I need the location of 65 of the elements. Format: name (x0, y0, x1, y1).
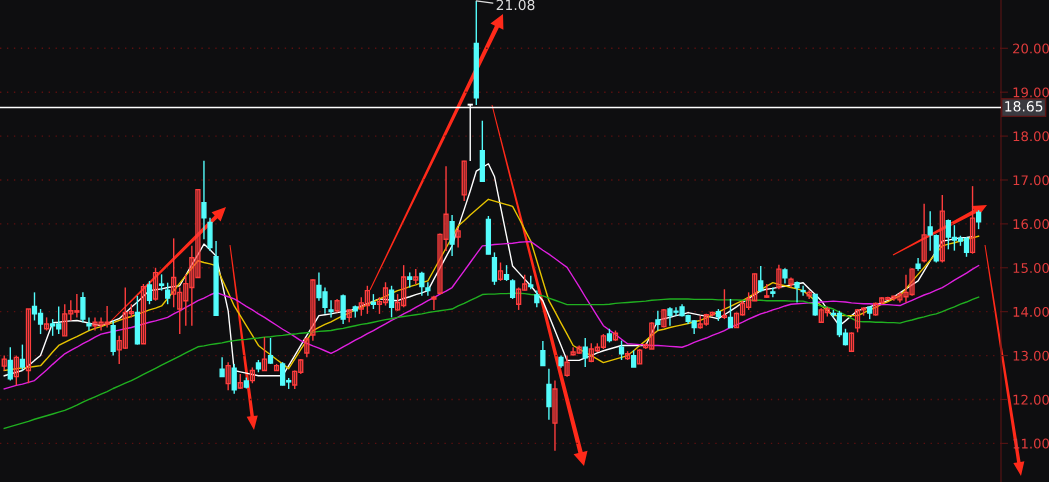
candlestick (310, 278, 316, 342)
candlestick (449, 214, 455, 257)
candlestick (19, 343, 26, 372)
candlestick (564, 354, 570, 378)
candlestick (491, 251, 498, 286)
candlestick (727, 298, 734, 329)
candlestick (201, 159, 207, 240)
candlestick (146, 280, 153, 305)
candlestick (7, 346, 13, 382)
candlestick (461, 159, 467, 202)
candlestick (388, 285, 395, 319)
candlestick (618, 339, 625, 361)
candlestick (776, 264, 782, 290)
candlestick (431, 295, 437, 311)
candlestick (328, 299, 334, 319)
candlestick (758, 265, 764, 294)
candlestick (261, 336, 268, 372)
candlestick (25, 308, 32, 384)
candlestick (655, 310, 661, 332)
candlestick (219, 356, 225, 378)
candlestick (969, 185, 976, 255)
candlestick (794, 280, 800, 304)
y-tick-label: 16.00 (1013, 219, 1049, 230)
candlestick (806, 289, 812, 300)
candlestick (340, 293, 346, 325)
candlestick (788, 276, 794, 289)
y-tick-label: 18.00 (1013, 131, 1049, 142)
y-tick-label: 15.00 (1013, 263, 1049, 273)
candlestick (231, 363, 237, 395)
candlestick (13, 354, 19, 387)
candlestick (80, 291, 86, 323)
candlestick (540, 340, 546, 367)
candlestick (140, 283, 147, 345)
candlestick (267, 337, 274, 365)
candlestick (86, 316, 92, 332)
candlestick (334, 298, 340, 314)
candlestick (800, 285, 806, 297)
y-tick-label: 13.00 (1013, 350, 1049, 361)
y-tick-label: 19.00 (1013, 87, 1049, 98)
candlestick (152, 267, 159, 302)
candlestick (552, 379, 558, 452)
candlestick (975, 209, 982, 230)
candlestick (509, 278, 516, 300)
candlestick (425, 281, 431, 297)
candlestick (582, 337, 588, 368)
line-series (3, 240, 980, 390)
candlestick (419, 271, 425, 297)
candlestick (939, 194, 945, 264)
candlestick (546, 368, 552, 421)
candlestick (225, 361, 231, 391)
candlestick (661, 308, 667, 329)
candlestick (770, 286, 776, 298)
ref-line-label: 18.65 (1005, 101, 1043, 112)
candlestick (812, 293, 818, 317)
annotation: 21.08 (496, 0, 535, 11)
candlestick (848, 331, 855, 353)
y-tick-label: 14.00 (1013, 306, 1049, 317)
y-tick-label: 20.00 (1013, 43, 1049, 54)
candlestick (497, 261, 504, 282)
y-tick-label: 17.00 (1013, 175, 1049, 186)
candlestick (455, 227, 461, 249)
y-tick-label: 12.00 (1013, 394, 1049, 405)
candlestick (921, 202, 927, 264)
candlestick (304, 336, 310, 359)
candlestick (165, 282, 171, 305)
